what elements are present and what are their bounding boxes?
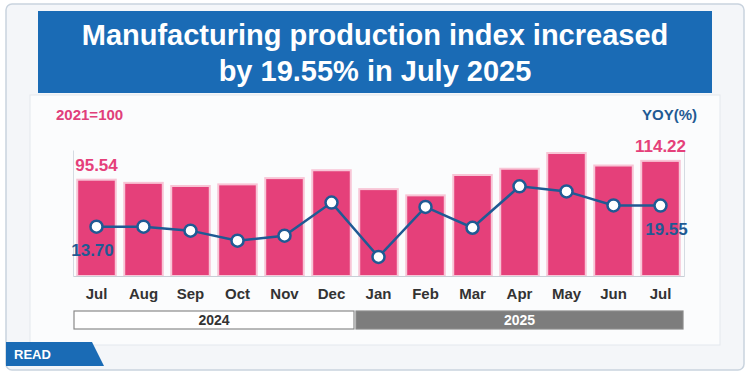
x-tick: Sep — [177, 276, 205, 302]
x-axis-line — [74, 276, 685, 277]
year-box — [74, 311, 354, 329]
x-tick: Jun — [600, 276, 627, 302]
line-marker — [326, 197, 338, 209]
x-tick: Feb — [412, 276, 439, 302]
bar-value-label: 95.54 — [75, 156, 118, 175]
bar — [124, 183, 163, 276]
line-value-label: 19.55 — [645, 220, 688, 239]
chart: Manufacturing production index increased… — [0, 0, 750, 377]
line-marker — [91, 221, 103, 233]
line-marker — [561, 185, 573, 197]
line-marker — [373, 251, 385, 263]
panel — [30, 95, 720, 345]
title-line: Manufacturing production index increased — [82, 19, 669, 51]
x-tick-label: Sep — [177, 285, 205, 302]
x-tick-label: Oct — [225, 285, 250, 302]
x-tick-label: Jul — [86, 285, 108, 302]
x-tick: May — [552, 276, 582, 302]
source-tag — [6, 342, 104, 366]
frame — [6, 4, 744, 370]
y2-axis-line — [684, 151, 685, 277]
line-marker — [420, 201, 432, 213]
x-tick: Nov — [270, 276, 299, 302]
line-value-label: 13.70 — [71, 241, 114, 260]
x-tick: Jul — [86, 276, 108, 302]
plot-area — [77, 153, 680, 276]
y2-axis-label: YOY(%) — [642, 106, 697, 123]
line-marker — [467, 222, 479, 234]
bar — [171, 186, 210, 276]
bar — [641, 161, 680, 276]
source: READ — [14, 347, 51, 362]
x-tick: Jul — [650, 276, 672, 302]
line-marker — [608, 199, 620, 211]
bar — [359, 189, 398, 276]
bar — [218, 184, 257, 276]
line-marker — [185, 225, 197, 237]
line-marker — [279, 230, 291, 242]
x-tick-label: May — [552, 285, 582, 302]
x-tick: Dec — [318, 276, 346, 302]
x-tick: Jan — [366, 276, 392, 302]
x-tick-label: Dec — [318, 285, 346, 302]
x-tick-label: Jun — [600, 285, 627, 302]
bar — [547, 153, 586, 276]
y2-axis — [684, 151, 685, 277]
x-axis: Jul Aug Sep Oct Nov Dec Jan Feb Mar Apr May Jun Jul — [74, 276, 685, 302]
x-tick-label: Jan — [366, 285, 392, 302]
bar — [406, 195, 445, 276]
title-banner — [38, 11, 712, 93]
title: Manufacturing production index increased… — [82, 19, 669, 87]
bar — [453, 175, 492, 276]
x-tick-label: Mar — [459, 285, 486, 302]
title-line: by 19.55% in July 2025 — [219, 55, 532, 87]
bar — [312, 170, 351, 276]
year-box — [356, 311, 683, 329]
bar — [500, 169, 539, 276]
x-tick: Aug — [129, 276, 158, 302]
x-tick: Apr — [507, 276, 533, 302]
year-label: 2025 — [504, 312, 535, 328]
labels: 95.54 114.22 13.70 19.55 — [71, 137, 688, 260]
x-tick-label: Apr — [507, 285, 533, 302]
bar — [594, 166, 633, 276]
x-tick-label: Feb — [412, 285, 439, 302]
line — [97, 186, 661, 257]
year-label: 2024 — [198, 312, 229, 328]
x-tick-label: Jul — [650, 285, 672, 302]
line-marker — [232, 235, 244, 247]
line-marker — [655, 200, 667, 212]
x-tick: Oct — [225, 276, 250, 302]
line-marker — [138, 221, 150, 233]
x-tick-label: Nov — [270, 285, 299, 302]
x-tick-label: Aug — [129, 285, 158, 302]
bar-value-label: 114.22 — [635, 137, 686, 156]
line-marker — [514, 180, 526, 192]
y-axis-label: 2021=100 — [56, 106, 123, 123]
x-tick: Mar — [459, 276, 486, 302]
